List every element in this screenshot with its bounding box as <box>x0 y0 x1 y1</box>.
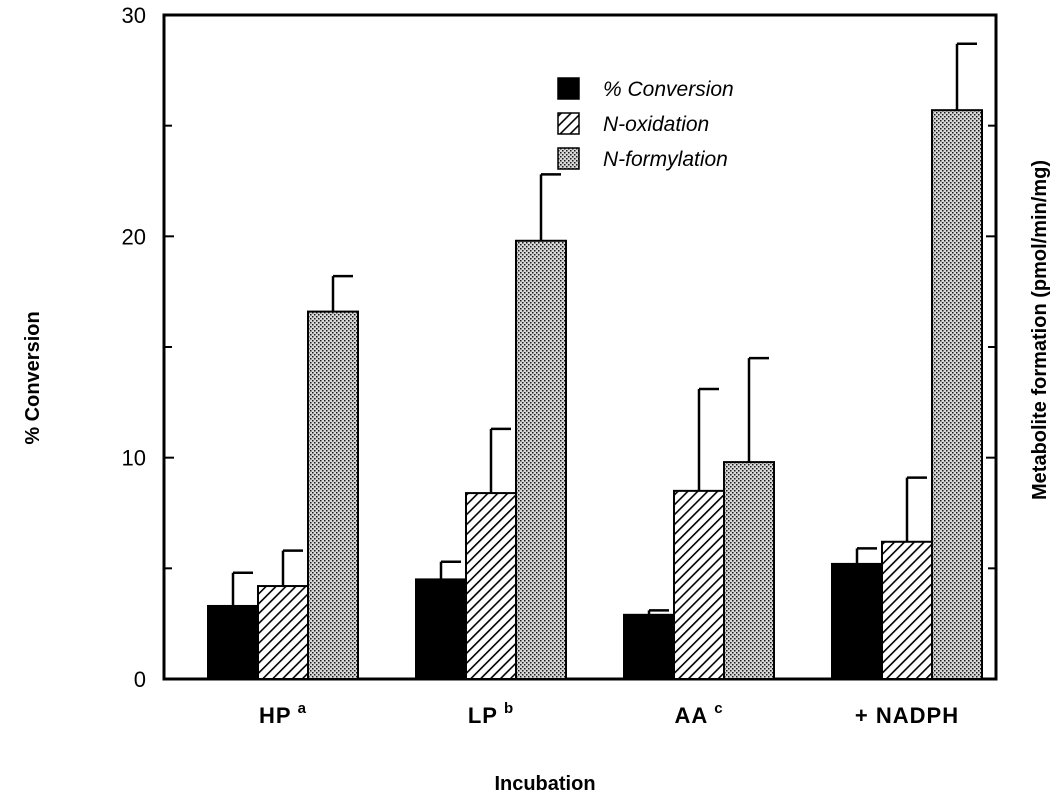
y2-axis-title: Metabolite formation (pmol/min/mg) <box>1029 160 1051 500</box>
bar <box>673 489 725 680</box>
y-tick-label: 10 <box>122 446 146 471</box>
x-axis-title: Incubation <box>494 773 595 795</box>
bar <box>881 540 933 680</box>
bar <box>465 492 517 680</box>
bar <box>257 585 309 680</box>
y-tick-label: 30 <box>122 3 146 28</box>
x-tick-label: AA c <box>674 700 723 728</box>
y-tick-label: 0 <box>134 667 146 692</box>
legend: % Conversion N-oxidation N-formylation <box>557 77 734 171</box>
legend-label: % Conversion <box>603 78 734 101</box>
bar <box>307 310 359 680</box>
bar <box>415 578 467 681</box>
legend-swatch <box>557 147 580 170</box>
bar <box>831 562 883 681</box>
legend-swatch <box>557 112 580 135</box>
legend-swatch <box>557 77 580 100</box>
legend-label: N-oxidation <box>603 113 709 136</box>
y-axis-title: % Conversion <box>22 311 44 444</box>
axis-ticks: 0 10 20 30 <box>122 3 996 692</box>
bar <box>931 109 983 680</box>
x-tick-label: LP b <box>468 700 514 728</box>
bars <box>207 42 983 681</box>
bar <box>515 239 567 680</box>
bar <box>723 461 775 680</box>
legend-label: N-formylation <box>603 148 728 171</box>
x-tick-label: HP a <box>259 700 307 728</box>
bar <box>623 613 675 681</box>
bar <box>207 604 259 681</box>
category-labels: HP a LP b AA c + NADPH <box>259 700 959 728</box>
x-tick-label: + NADPH <box>855 703 959 728</box>
y-tick-label: 20 <box>122 224 146 249</box>
